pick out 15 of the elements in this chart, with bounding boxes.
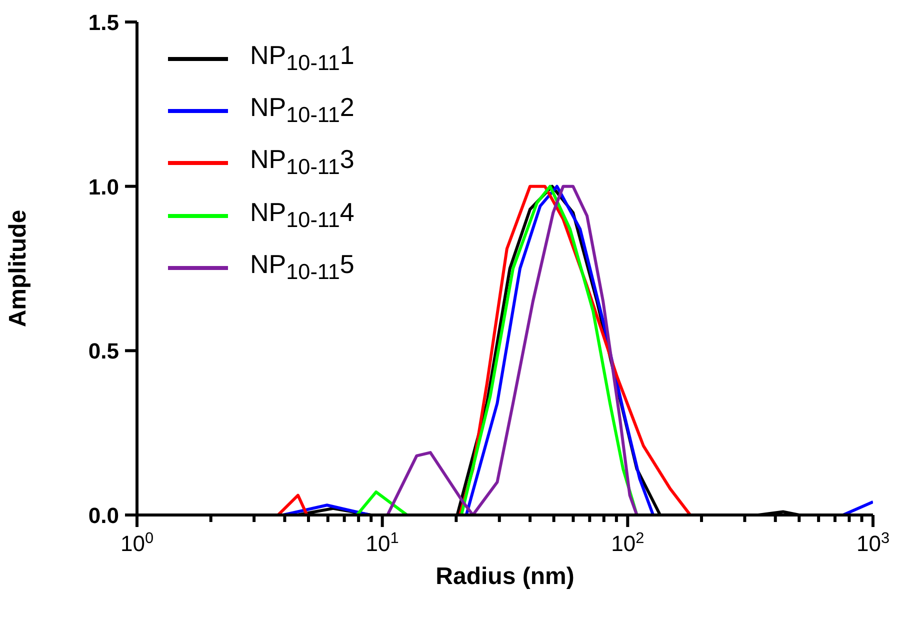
legend-label: NP$_{10-11}$5 (250, 248, 354, 286)
y-tick-label: 0.5 (88, 338, 119, 364)
x-tick-label: 10$^{3}$ (856, 530, 890, 556)
legend-label: NP$_{10-11}$2 (250, 91, 354, 130)
x-tick-label: 10$^{2}$ (611, 530, 644, 556)
x-axis-title: Radius (nm) (436, 563, 574, 590)
x-tick-label: 10$^{1}$ (366, 530, 399, 556)
legend-label: NP$_{10-11}$3 (250, 143, 354, 182)
y-tick-label: 1.0 (88, 174, 119, 200)
legend-label: NP$_{10-11}$4 (250, 196, 354, 234)
legend-label: NP$_{10-11}$1 (250, 39, 354, 78)
y-tick-label: 1.5 (88, 10, 119, 35)
y-tick-label: 0.0 (88, 503, 119, 528)
x-tick-label: 10$^{0}$ (120, 530, 154, 556)
y-axis-title: Amplitude (4, 210, 32, 328)
